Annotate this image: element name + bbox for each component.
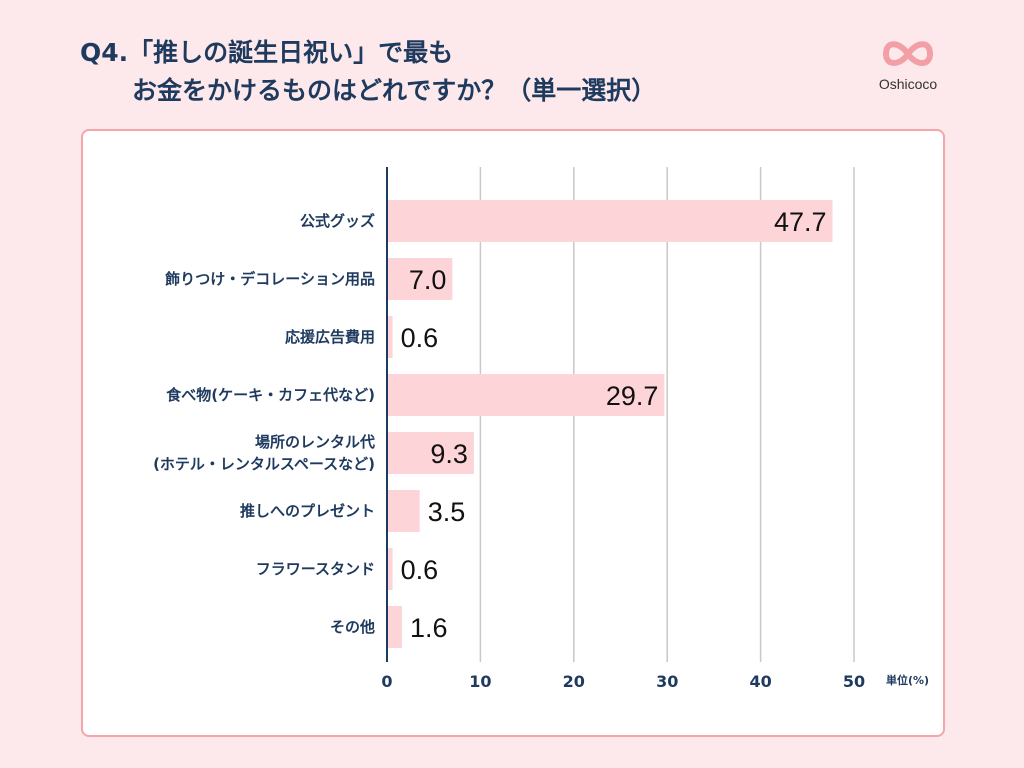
data-label: 29.7 bbox=[606, 381, 659, 411]
bar-chart: 0 10 20 30 40 50 単位(%) 47.7 公式グッズ 7.0 飾りつけ・デコレーション… bbox=[153, 167, 929, 691]
category-label: (ホテル・レンタルスペースなど) bbox=[153, 455, 375, 473]
category-label: 場所のレンタル代 bbox=[255, 433, 375, 451]
category-label: 食べ物(ケーキ・カフェ代など) bbox=[166, 386, 375, 404]
bar bbox=[387, 490, 420, 532]
category-label: 推しへのプレゼント bbox=[240, 502, 375, 520]
category-label: フラワースタンド bbox=[256, 560, 375, 578]
oshicoco-logo: Oshicoco bbox=[868, 36, 948, 92]
x-tick-label: 0 bbox=[381, 672, 392, 691]
infinity-heart-logo-icon bbox=[882, 41, 934, 66]
x-tick-label: 20 bbox=[563, 672, 585, 691]
category-label: その他 bbox=[330, 618, 375, 636]
bar bbox=[387, 548, 393, 590]
bar bbox=[387, 606, 402, 648]
category-label: 応援広告費用 bbox=[285, 328, 375, 346]
title-line-2: お金をかけるものはどれですか？（単一選択） bbox=[132, 76, 657, 105]
category-label: 公式グッズ bbox=[300, 212, 375, 230]
title-line-1: Q4.「推しの誕生日祝い」で最も bbox=[80, 38, 454, 67]
data-label: 47.7 bbox=[774, 207, 827, 237]
data-label: 0.6 bbox=[401, 555, 439, 585]
category-label: 飾りつけ・デコレーション用品 bbox=[165, 270, 375, 288]
bar bbox=[387, 374, 665, 416]
bar bbox=[387, 432, 474, 474]
data-label: 0.6 bbox=[401, 323, 439, 353]
bar bbox=[387, 316, 393, 358]
unit-label: 単位(%) bbox=[886, 673, 929, 687]
x-tick-label: 30 bbox=[656, 672, 678, 691]
chart-card: 0 10 20 30 40 50 単位(%) 47.7 公式グッズ 7.0 飾りつけ・デコレーション… bbox=[81, 129, 945, 737]
data-label: 7.0 bbox=[409, 265, 447, 295]
data-label: 3.5 bbox=[428, 497, 466, 527]
chart-title: Q4.「推しの誕生日祝い」で最も お金をかけるものはどれですか？（単一選択） bbox=[80, 34, 656, 110]
bar bbox=[387, 200, 833, 242]
x-tick-label: 50 bbox=[843, 672, 865, 691]
data-label: 9.3 bbox=[430, 439, 468, 469]
x-tick-label: 40 bbox=[749, 672, 771, 691]
logo-text: Oshicoco bbox=[878, 76, 938, 92]
x-tick-label: 10 bbox=[469, 672, 491, 691]
bar bbox=[387, 258, 453, 300]
data-label: 1.6 bbox=[410, 613, 448, 643]
